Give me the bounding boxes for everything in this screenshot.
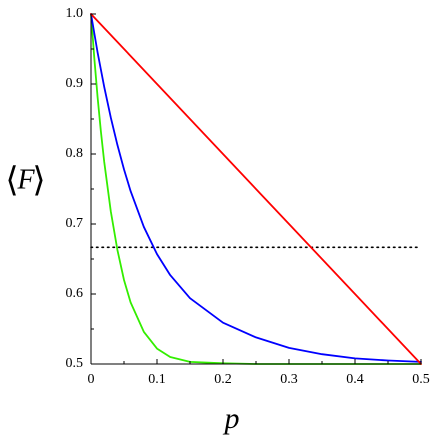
- y-axis-label: ⟨ F ⟩: [5, 160, 45, 200]
- x-axis-label: p: [223, 402, 240, 435]
- y-axis-label-variable: F: [16, 164, 35, 195]
- x-tick-label: 0.2: [214, 372, 232, 387]
- series-line: [90, 13, 422, 363]
- y-axis-label-left-bracket: ⟨: [5, 160, 18, 200]
- plot-area: [90, 13, 422, 365]
- x-tick-label: 0: [88, 372, 95, 387]
- x-tick-label: 0.5: [412, 372, 430, 387]
- y-tick-label: 0.8: [66, 146, 84, 161]
- series-line: [90, 13, 422, 365]
- y-tick-label: 0.5: [66, 356, 84, 371]
- x-tick-label: 0.3: [280, 372, 298, 387]
- x-tick-label: 0.1: [148, 372, 166, 387]
- y-tick-label: 0.6: [66, 286, 84, 301]
- y-tick-label: 0.7: [66, 216, 84, 231]
- y-tick-label: 0.9: [66, 76, 84, 91]
- y-axis-label-right-bracket: ⟩: [32, 160, 45, 200]
- tick-group: 0.5 0.6 0.7 0.8 0.9 1.0 0 0.1 0.2 0.3 0.4 0.5: [66, 6, 430, 387]
- x-tick-label: 0.4: [346, 372, 364, 387]
- y-tick-label: 1.0: [66, 6, 84, 21]
